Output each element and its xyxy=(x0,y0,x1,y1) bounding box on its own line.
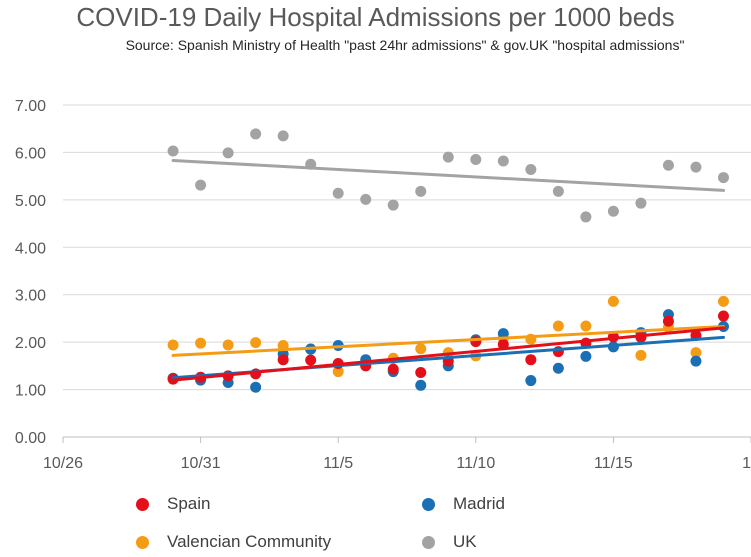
y-tick-label: 5.00 xyxy=(15,193,46,210)
data-point-spain xyxy=(415,366,427,378)
x-tick-label: 10/26 xyxy=(43,455,83,472)
data-point-uk xyxy=(607,205,619,217)
data-point-valencian-community xyxy=(717,295,729,307)
legend-item-valencian-community: Valencian Community xyxy=(136,532,331,552)
data-point-spain xyxy=(525,354,537,366)
legend-marker-spain xyxy=(136,497,149,511)
data-point-madrid xyxy=(415,379,427,391)
data-point-uk xyxy=(387,199,399,211)
data-point-valencian-community xyxy=(332,366,344,378)
data-point-uk xyxy=(222,147,234,159)
data-point-uk xyxy=(470,154,482,166)
data-point-spain xyxy=(277,354,289,366)
data-point-valencian-community xyxy=(195,337,207,349)
data-point-uk xyxy=(635,197,647,209)
x-tick-label: 10/31 xyxy=(181,455,221,472)
y-tick-label: 4.00 xyxy=(15,240,46,257)
data-point-uk xyxy=(360,193,372,205)
data-point-valencian-community xyxy=(415,343,427,355)
data-point-spain xyxy=(717,310,729,322)
data-point-valencian-community xyxy=(222,339,234,351)
legend-label-uk: UK xyxy=(453,532,477,551)
y-tick-label: 3.00 xyxy=(15,288,46,305)
trendline-spain xyxy=(171,326,725,382)
data-point-valencian-community xyxy=(635,349,647,361)
data-point-madrid xyxy=(250,381,262,393)
data-point-valencian-community xyxy=(552,320,564,332)
data-point-madrid xyxy=(525,375,537,387)
data-point-valencian-community xyxy=(580,320,592,332)
data-point-valencian-community xyxy=(167,339,179,351)
legend-item-uk: UK xyxy=(422,532,477,552)
data-point-uk xyxy=(442,151,454,163)
legend-label-spain: Spain xyxy=(167,494,211,513)
data-point-uk xyxy=(662,159,674,171)
y-tick-label: 2.00 xyxy=(15,335,46,352)
legend-marker-uk xyxy=(422,535,435,549)
data-point-spain xyxy=(662,315,674,327)
legend-label-valencian-community: Valencian Community xyxy=(167,532,332,551)
y-tick-label: 6.00 xyxy=(15,145,46,162)
data-point-uk xyxy=(552,185,564,197)
chart-title: COVID-19 Daily Hospital Admissions per 1… xyxy=(76,2,675,32)
legend-label-madrid: Madrid xyxy=(453,494,505,513)
data-point-uk xyxy=(497,155,509,167)
data-point-valencian-community xyxy=(607,295,619,307)
data-point-uk xyxy=(717,172,729,184)
data-point-valencian-community xyxy=(690,347,702,359)
data-point-uk xyxy=(580,211,592,223)
chart-subtitle: Source: Spanish Ministry of Health "past… xyxy=(125,37,685,53)
x-tick-label: 11/15 xyxy=(594,455,633,472)
data-point-madrid xyxy=(580,350,592,362)
legend-marker-valencian-community xyxy=(136,535,149,549)
y-tick-label: 0.00 xyxy=(15,430,46,447)
data-point-valencian-community xyxy=(250,337,262,349)
data-point-uk xyxy=(277,130,289,142)
x-tick-label: 1 xyxy=(742,455,751,472)
data-point-madrid xyxy=(552,362,564,374)
y-tick-label: 7.00 xyxy=(15,98,46,115)
data-point-uk xyxy=(195,179,207,191)
data-point-spain xyxy=(387,363,399,375)
trendline-uk xyxy=(171,158,725,192)
data-point-uk xyxy=(690,161,702,173)
data-point-uk xyxy=(525,164,537,176)
data-point-uk xyxy=(415,185,427,197)
data-point-madrid xyxy=(690,355,702,367)
y-tick-label: 1.00 xyxy=(15,383,46,400)
data-point-uk xyxy=(332,187,344,199)
data-point-uk xyxy=(250,128,262,140)
x-tick-label: 11/5 xyxy=(323,455,353,472)
data-point-madrid xyxy=(497,328,509,340)
trendline-valencian-community xyxy=(171,324,725,357)
data-point-uk xyxy=(167,145,179,157)
x-tick-label: 11/10 xyxy=(456,455,495,472)
legend-item-spain: Spain xyxy=(136,494,210,514)
legend-item-madrid: Madrid xyxy=(422,494,505,514)
data-point-spain xyxy=(305,354,317,366)
legend-marker-madrid xyxy=(422,497,435,511)
